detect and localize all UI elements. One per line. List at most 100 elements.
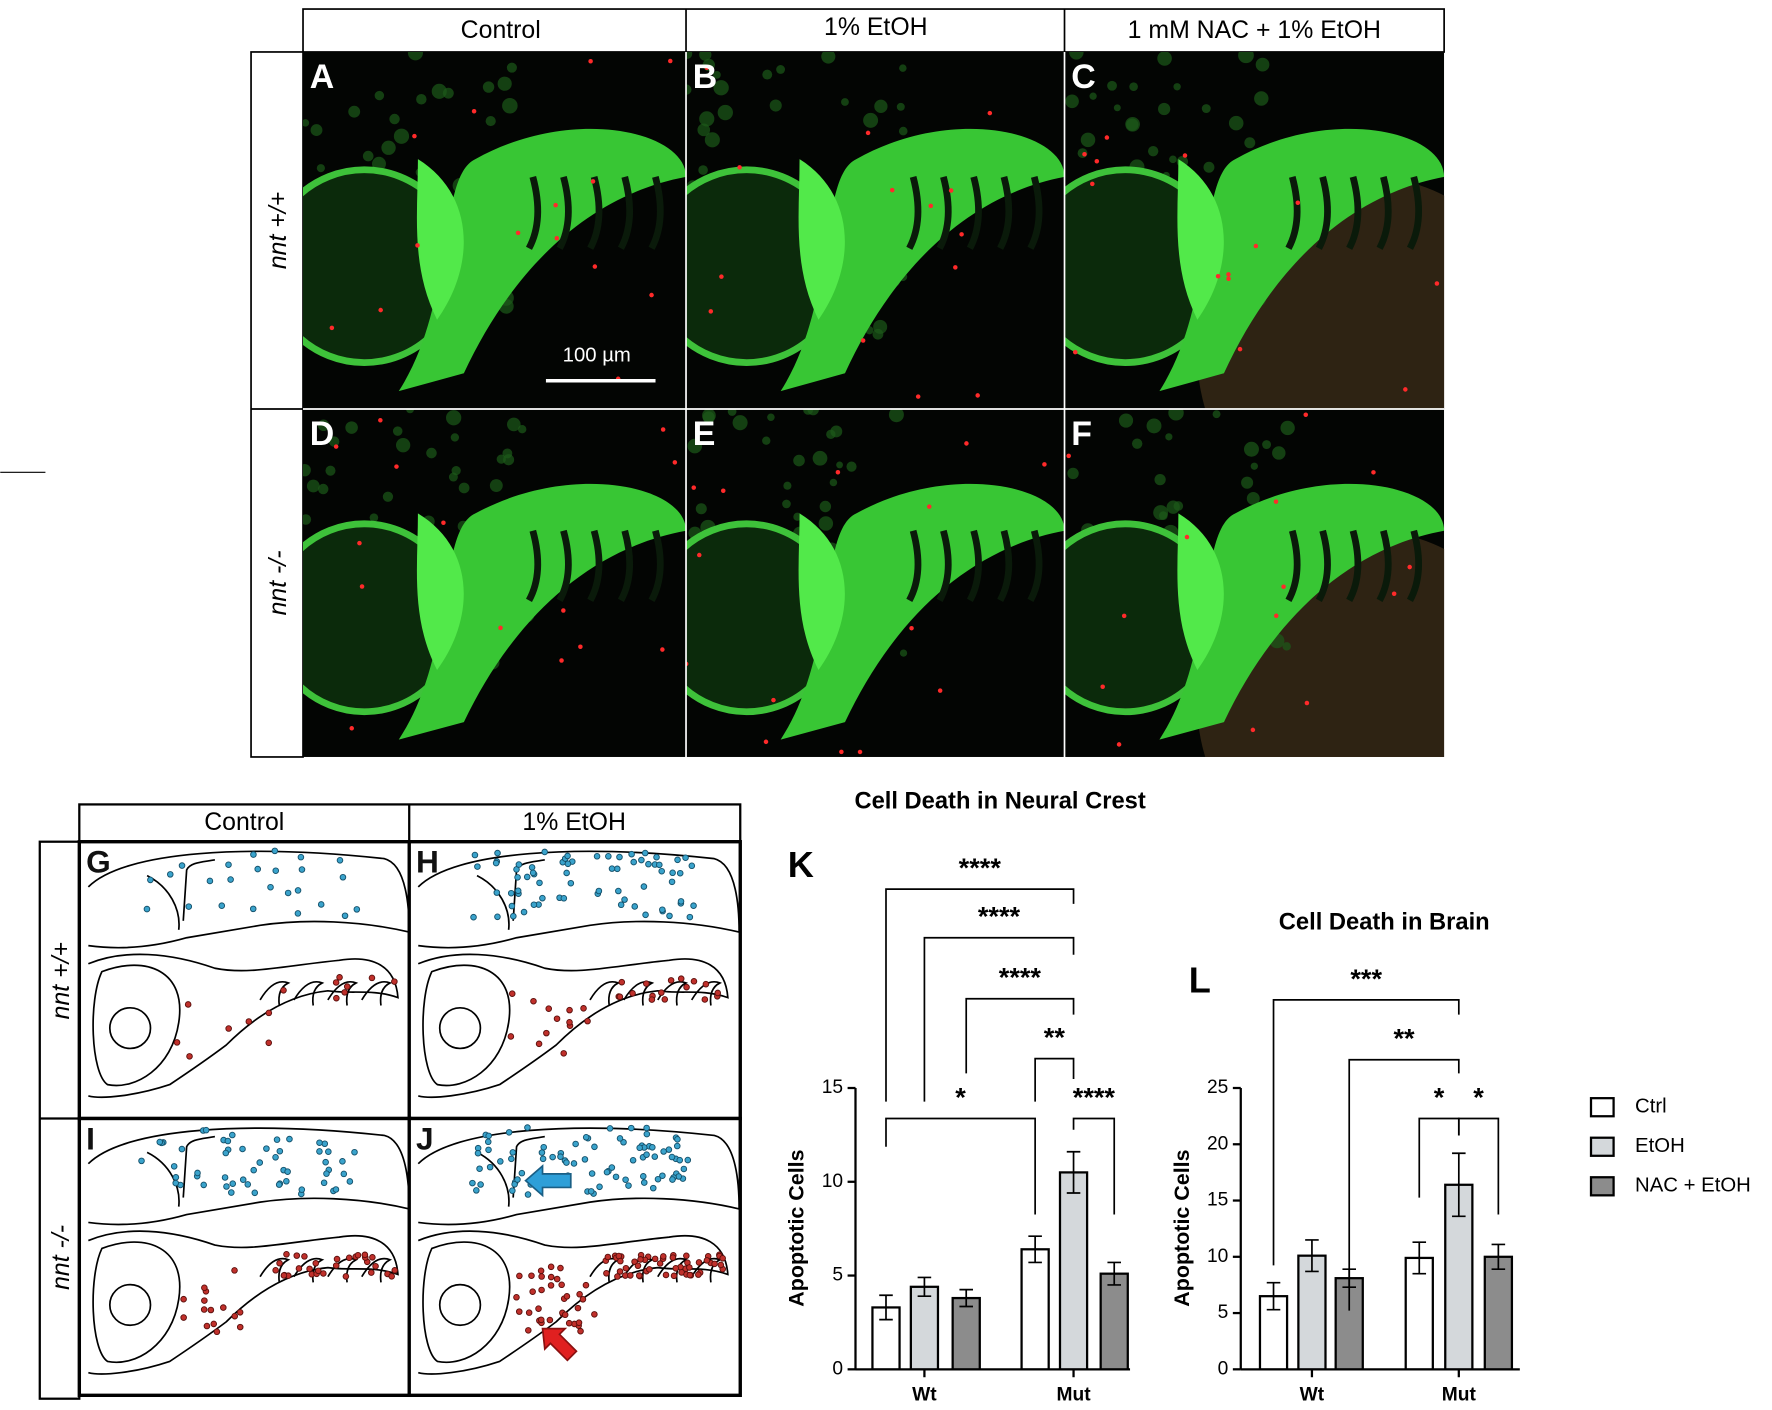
cell: [1282, 642, 1291, 651]
arch: [587, 529, 603, 603]
arch: [966, 529, 982, 602]
dot: [511, 1180, 518, 1188]
dot: [711, 1260, 718, 1268]
dot: [625, 1182, 632, 1189]
dot: [577, 1327, 584, 1335]
dot: [673, 1142, 681, 1150]
red-cell: [359, 584, 365, 589]
arch: [657, 1257, 689, 1283]
dot: [223, 1183, 230, 1190]
cell: [841, 98, 849, 106]
dot: [516, 1272, 523, 1280]
dot: [616, 993, 624, 1001]
eye: [438, 1283, 482, 1327]
red-cell: [649, 292, 654, 298]
dot: [565, 1319, 573, 1327]
cell: [328, 436, 340, 447]
dot: [666, 912, 673, 920]
dot: [210, 1320, 218, 1328]
dot: [683, 1252, 690, 1260]
dot: [675, 1173, 683, 1180]
cell: [446, 410, 462, 426]
dot: [608, 865, 616, 872]
dot: [180, 1314, 187, 1321]
panel-letter: C: [1071, 58, 1095, 96]
significance-bracket: [923, 936, 1075, 1102]
red-cell: [865, 130, 871, 136]
dot: [660, 1148, 667, 1155]
dot: [616, 853, 623, 861]
arch: [906, 529, 922, 602]
cell: [1069, 51, 1084, 60]
dot: [236, 1323, 244, 1331]
arch: [1027, 529, 1043, 602]
legend-swatch: [1589, 1097, 1615, 1118]
dot: [494, 849, 501, 857]
arch: [936, 529, 952, 602]
cartilage: [398, 128, 687, 392]
dot: [649, 1184, 657, 1192]
cell: [1241, 476, 1254, 489]
cell: [1157, 102, 1171, 116]
red-cell: [1226, 272, 1231, 277]
cell: [1243, 441, 1259, 457]
dot: [312, 1259, 320, 1267]
arrows: [524, 1164, 578, 1362]
arch: [1346, 176, 1362, 250]
red-cell: [1304, 700, 1310, 706]
dot: [682, 854, 689, 862]
dot: [616, 1135, 624, 1142]
arch: [1027, 176, 1043, 250]
dot: [295, 1265, 303, 1272]
cell: [369, 513, 379, 522]
cell: [1246, 491, 1260, 505]
dot: [172, 1179, 179, 1187]
red-cell: [1253, 243, 1259, 249]
arch: [589, 981, 621, 1006]
cell: [310, 124, 323, 137]
dot: [593, 852, 601, 860]
cartilage: [398, 483, 687, 740]
cell: [819, 500, 832, 513]
legend-swatch: [1589, 1136, 1615, 1157]
dot: [584, 1017, 591, 1025]
dot: [539, 894, 546, 902]
cell: [830, 425, 843, 438]
blue-arrow: [524, 1164, 572, 1198]
dot: [322, 1158, 329, 1166]
cell: [374, 90, 385, 101]
red-cell: [1066, 453, 1071, 459]
dot: [510, 912, 517, 920]
red-cell: [691, 485, 697, 490]
dot: [185, 903, 193, 910]
dot: [640, 1179, 648, 1186]
dot: [339, 873, 347, 881]
cell: [448, 472, 458, 482]
dot: [250, 1166, 257, 1174]
dot: [683, 983, 690, 991]
dot: [677, 898, 685, 905]
red-cell: [928, 203, 934, 209]
dot: [524, 1191, 532, 1198]
arch: [587, 176, 603, 250]
bright-region: [416, 513, 464, 670]
dot: [346, 1178, 354, 1185]
cell: [863, 112, 879, 128]
eye-socket: [92, 964, 181, 1087]
cell: [898, 126, 908, 136]
red-cell: [915, 394, 921, 399]
dot: [218, 902, 226, 909]
red-cell: [498, 625, 503, 631]
dot: [178, 1145, 186, 1153]
dot: [686, 1271, 694, 1279]
dot: [280, 1272, 288, 1279]
dot: [528, 864, 536, 871]
significance-bracket: [1272, 999, 1460, 1266]
cell: [1107, 80, 1117, 91]
dot: [567, 879, 575, 887]
chart-title: Cell Death in Brain: [1279, 909, 1490, 935]
cell: [497, 76, 512, 91]
dot: [231, 1267, 238, 1274]
cell: [807, 408, 819, 416]
dot: [276, 1147, 284, 1155]
